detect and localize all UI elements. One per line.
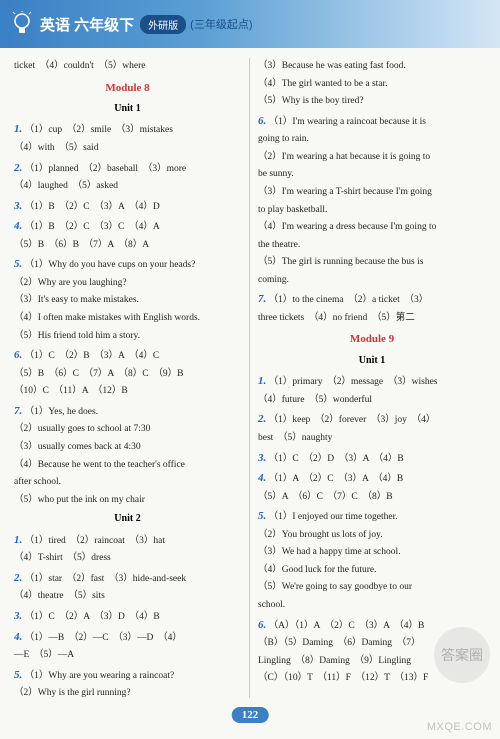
answer-line: 6. （1）I'm wearing a raincoat because it … xyxy=(258,111,486,132)
watermark-url: MXQE.COM xyxy=(427,721,492,733)
question-number: 6. xyxy=(258,115,266,127)
answer-line: （5）His friend told him a story. xyxy=(14,328,241,346)
question-number: 6. xyxy=(258,619,266,631)
answer-line: 4. （1）A （2）C （3）A （4）B xyxy=(258,468,486,489)
question-number: 2. xyxy=(14,162,22,174)
answer-line: ticket （4）couldn't （5）where xyxy=(14,58,241,76)
answer-line: （4）Good luck for the future. xyxy=(258,562,486,580)
content-area: ticket （4）couldn't （5）where Module 8 Unit … xyxy=(0,48,500,698)
question-number: 5. xyxy=(14,669,22,681)
answer-line: 2. （1）keep （2）forever （3）joy （4） xyxy=(258,409,486,430)
question-number: 3. xyxy=(14,610,22,622)
answer-line: （5）The girl is running because the bus i… xyxy=(258,254,486,272)
answer-line: （4）The girl wanted to be a star. xyxy=(258,76,486,94)
answer-line: 6. （1）C （2）B （3）A （4）C xyxy=(14,345,241,366)
answer-line: （4）theatre （5）sits xyxy=(14,588,241,606)
question-number: 6. xyxy=(14,349,22,361)
question-number: 2. xyxy=(258,413,266,425)
question-number: 3. xyxy=(14,200,22,212)
answer-line: （5）B （6）B （7）A （8）A xyxy=(14,237,241,255)
answer-line: 1. （1）tired （2）raincoat （3）hat xyxy=(14,530,241,551)
lightbulb-icon xyxy=(12,11,32,37)
answer-line: school. xyxy=(258,597,486,615)
header-suffix: (三年级起点) xyxy=(190,16,252,32)
answer-line: （4）I'm wearing a dress because I'm going… xyxy=(258,219,486,237)
answer-line: 1. （1）cup （2）smile （3）mistakes xyxy=(14,119,241,140)
question-number: 1. xyxy=(14,534,22,546)
watermark-circle: 答案圈 xyxy=(434,627,490,683)
answer-line: 7. （1）Yes, he does. xyxy=(14,401,241,422)
answer-line: 5. （1）I enjoyed our time together. xyxy=(258,506,486,527)
answer-line: （2）I'm wearing a hat because it is going… xyxy=(258,149,486,167)
answer-line: （5）We're going to say goodbye to our xyxy=(258,579,486,597)
answer-line: 3. （1）C （2）D （3）A （4）B xyxy=(258,448,486,469)
answer-line: （4）with （5）said xyxy=(14,140,241,158)
answer-line: 3. （1）B （2）C （3）A （4）D xyxy=(14,196,241,217)
answer-line: （2）Why are you laughing? xyxy=(14,275,241,293)
answer-line: going to rain. xyxy=(258,131,486,149)
question-number: 2. xyxy=(14,572,22,584)
answer-line: （3）I'm wearing a T-shirt because I'm goi… xyxy=(258,184,486,202)
answer-line: after school. xyxy=(14,474,241,492)
question-number: 5. xyxy=(258,510,266,522)
right-column: （3）Because he was eating fast food.（4）Th… xyxy=(250,58,486,698)
question-number: 4. xyxy=(14,631,22,643)
answer-line: （2）usually goes to school at 7:30 xyxy=(14,421,241,439)
module-title: Module 9 xyxy=(258,329,486,349)
answer-line: 1. （1）primary （2）message （3）wishes xyxy=(258,371,486,392)
answer-line: （4）T-shirt （5）dress xyxy=(14,550,241,568)
left-column: ticket （4）couldn't （5）where Module 8 Unit … xyxy=(14,58,250,698)
answer-line: （5）Why is the boy tired? xyxy=(258,93,486,111)
answer-line: （4）I often make mistakes with English wo… xyxy=(14,310,241,328)
answer-line: （4）Because he went to the teacher's offi… xyxy=(14,457,241,475)
question-number: 1. xyxy=(14,123,22,135)
question-number: 1. xyxy=(258,375,266,387)
answer-line: （3）It's easy to make mistakes. xyxy=(14,292,241,310)
answer-line: （5）B （6）C （7）A （8）C （9）B xyxy=(14,366,241,384)
module-title: Module 8 xyxy=(14,78,241,98)
answer-line: 3. （1）C （2）A （3）D （4）B xyxy=(14,606,241,627)
answer-line: best （5）naughty xyxy=(258,430,486,448)
header-title: 英语 六年级下 xyxy=(40,14,134,35)
answer-line: （5）A （6）C （7）C （8）B xyxy=(258,489,486,507)
unit-title: Unit 1 xyxy=(14,100,241,119)
answer-line: （3）Because he was eating fast food. xyxy=(258,58,486,76)
question-number: 3. xyxy=(258,452,266,464)
answer-line: 5. （1）Why do you have cups on your heads… xyxy=(14,254,241,275)
answer-line: the theatre. xyxy=(258,237,486,255)
answer-line: （4）laughed （5）asked xyxy=(14,178,241,196)
answer-line: （5）who put the ink on my chair xyxy=(14,492,241,510)
question-number: 4. xyxy=(14,220,22,232)
answer-line: （2）Why is the girl running? xyxy=(14,685,241,703)
header-edition-pill: 外研版 xyxy=(140,15,186,34)
answer-line: three tickets （4）no friend （5）第二 xyxy=(258,310,486,328)
page-header: 英语 六年级下 外研版 (三年级起点) xyxy=(0,0,500,48)
answer-line: —E （5）—A xyxy=(14,647,241,665)
question-number: 7. xyxy=(14,405,22,417)
unit-title: Unit 2 xyxy=(14,510,241,529)
answer-line: 2. （1）planned （2）baseball （3）more xyxy=(14,158,241,179)
page-number-badge: 122 xyxy=(232,707,269,723)
answer-line: 2. （1）star （2）fast （3）hide-and-seek xyxy=(14,568,241,589)
answer-line: to play basketball. xyxy=(258,202,486,220)
answer-line: be sunny. xyxy=(258,166,486,184)
answer-line: （3）usually comes back at 4:30 xyxy=(14,439,241,457)
question-number: 7. xyxy=(258,293,266,305)
answer-line: 5. （1）Why are you wearing a raincoat? xyxy=(14,665,241,686)
answer-line: 4. （1）—B （2）—C （3）—D （4） xyxy=(14,627,241,648)
question-number: 4. xyxy=(258,472,266,484)
unit-title: Unit 1 xyxy=(258,352,486,371)
answer-line: （4）future （5）wonderful xyxy=(258,392,486,410)
answer-line: （2）You brought us lots of joy. xyxy=(258,527,486,545)
answer-line: 7. （1）to the cinema （2）a ticket （3） xyxy=(258,289,486,310)
answer-line: （3）We had a happy time at school. xyxy=(258,544,486,562)
answer-line: coming. xyxy=(258,272,486,290)
answer-line: 4. （1）B （2）C （3）C （4）A xyxy=(14,216,241,237)
question-number: 5. xyxy=(14,258,22,270)
answer-line: （10）C （11）A （12）B xyxy=(14,383,241,401)
